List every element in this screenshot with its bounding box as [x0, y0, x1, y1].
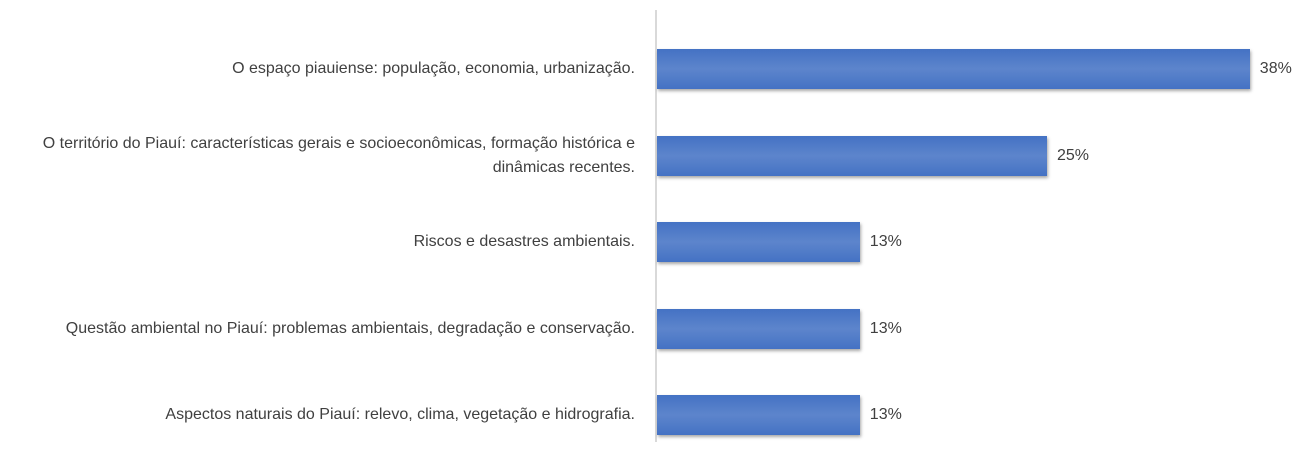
bar: [657, 135, 1047, 176]
category-label: Aspectos naturais do Piauí: relevo, clim…: [165, 406, 635, 424]
category-label: Questão ambiental no Piauí: problemas am…: [65, 319, 635, 337]
category-axis: [655, 10, 657, 442]
value-label: 13%: [869, 319, 902, 337]
value-label: 38%: [1259, 60, 1292, 78]
bar: [657, 49, 1250, 90]
value-label: 25%: [1057, 146, 1090, 164]
value-label: 13%: [869, 406, 902, 424]
category-label: O território do Piauí: características g…: [42, 134, 635, 176]
chart: 38% O espaço piauiense: população, econom…: [42, 10, 1292, 442]
bar: [657, 222, 860, 263]
category-label: Riscos e desastres ambientais.: [413, 233, 635, 251]
bar: [657, 395, 860, 436]
category-label: O espaço piauiense: população, economia,…: [232, 60, 635, 78]
value-label: 13%: [869, 233, 902, 251]
bar: [657, 308, 860, 349]
